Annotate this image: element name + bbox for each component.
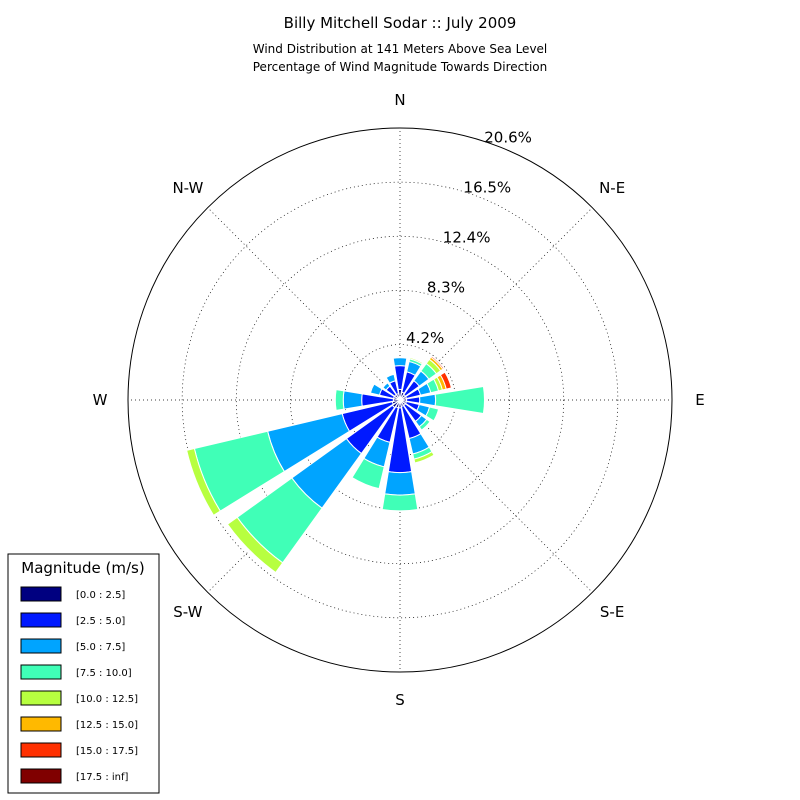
- legend-swatch-1: [20, 612, 62, 628]
- sector-10-bin-4: [226, 516, 284, 574]
- legend-label-6: [15.0 : 17.5]: [76, 746, 138, 757]
- wind-sectors: [186, 355, 486, 574]
- radial-tick-label-4: 20.6%: [484, 129, 532, 147]
- sector-3-bin-6: [439, 371, 453, 390]
- grid-ring-1: [290, 290, 510, 510]
- direction-label-4: S: [395, 691, 405, 709]
- grid-spoke-7: [207, 207, 401, 401]
- legend-swatch-2: [20, 638, 62, 654]
- direction-label-6: W: [93, 391, 108, 409]
- direction-label-0: N: [394, 91, 405, 109]
- legend-swatch-3: [20, 664, 62, 680]
- legend-swatch-5: [20, 716, 62, 732]
- legend-swatch-6: [20, 742, 62, 758]
- legend-title: Magnitude (m/s): [21, 559, 144, 577]
- sector-12-bin-2: [342, 390, 363, 410]
- sector-12-bin-3: [334, 389, 345, 411]
- direction-label-1: N-E: [599, 179, 625, 197]
- direction-label-2: E: [695, 391, 704, 409]
- sector-11-bin-4: [186, 447, 221, 516]
- legend-label-4: [10.0 : 12.5]: [76, 694, 138, 705]
- radial-tick-label-2: 12.4%: [443, 229, 491, 247]
- sector-15-bin-2: [385, 373, 397, 384]
- radial-tick-label-3: 16.5%: [464, 179, 512, 197]
- radial-tick-label-0: 4.2%: [406, 329, 444, 347]
- grid-spoke-1: [399, 207, 593, 401]
- legend-swatch-4: [20, 690, 62, 706]
- sector-8-bin-2: [384, 471, 416, 496]
- direction-label-3: S-E: [600, 603, 624, 621]
- direction-label-7: N-W: [172, 179, 203, 197]
- legend-label-7: [17.5 : inf]: [76, 772, 129, 783]
- legend-label-5: [12.5 : 15.0]: [76, 720, 138, 731]
- direction-labels: N N-E E S-E S S-W W N-W: [93, 91, 705, 709]
- radial-tick-labels: 4.2% 8.3% 12.4% 16.5% 20.6%: [406, 129, 532, 347]
- sector-4-bin-3: [434, 385, 486, 415]
- sector-1-bin-4: [409, 356, 424, 365]
- sector-4-bin-2: [418, 393, 437, 407]
- polar-frame: [127, 127, 673, 673]
- legend-label-0: [0.0 : 2.5]: [76, 590, 125, 601]
- grid-ring-3: [181, 181, 619, 619]
- legend-swatch-7: [20, 768, 62, 784]
- chart-title: Billy Mitchell Sodar :: July 2009: [284, 14, 517, 32]
- legend-swatch-0: [20, 586, 62, 602]
- sector-2-bin-6: [430, 355, 445, 370]
- legend-label-2: [5.0 : 7.5]: [76, 642, 125, 653]
- chart-subtitle-line-1: Wind Distribution at 141 Meters Above Se…: [253, 42, 548, 56]
- radial-tick-label-1: 8.3%: [427, 279, 465, 297]
- sector-6-bin-3: [418, 418, 431, 431]
- direction-label-5: S-W: [173, 603, 202, 621]
- sector-13-bin-2: [369, 383, 383, 396]
- grid-spoke-3: [399, 399, 593, 593]
- sector-5-bin-3: [425, 406, 440, 422]
- sector-14-bin-2: [382, 382, 391, 391]
- sector-7-bin-4: [413, 450, 435, 464]
- sector-8-bin-3: [381, 493, 419, 512]
- chart-subtitle-line-2: Percentage of Wind Magnitude Towards Dir…: [253, 60, 547, 74]
- legend: Magnitude (m/s) [0.0 : 2.5] [2.5 : 5.0] [5.…: [7, 553, 160, 794]
- outer-circle: [127, 127, 673, 673]
- grid-ring-2: [235, 235, 565, 565]
- sector-0-bin-2: [392, 357, 408, 367]
- sector-9-bin-3: [351, 457, 385, 490]
- legend-label-1: [2.5 : 5.0]: [76, 616, 125, 627]
- legend-label-3: [7.5 : 10.0]: [76, 668, 132, 679]
